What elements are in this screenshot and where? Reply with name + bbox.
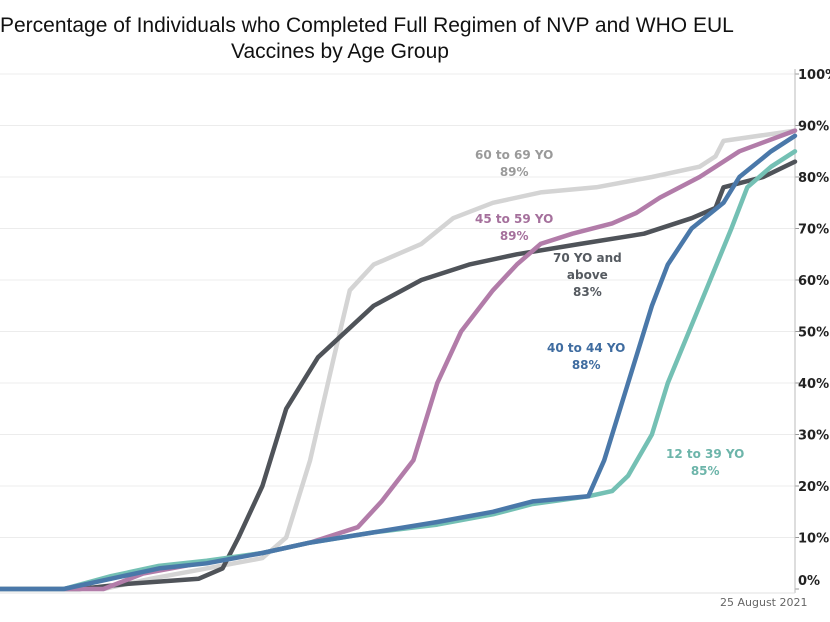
series-final-value: 85% bbox=[690, 464, 720, 478]
series-name: 45 to 59 YO bbox=[475, 212, 554, 226]
label-60-69: 60 to 69 YO 89% bbox=[475, 147, 553, 181]
chart-title-line-2: Vaccines by Age Group bbox=[231, 40, 449, 63]
y-tick-label: 80% bbox=[798, 171, 829, 186]
label-40-44: 40 to 44 YO 88% bbox=[547, 340, 625, 374]
label-45-59: 45 to 59 YO 89% bbox=[475, 211, 553, 245]
y-tick-label: 90% bbox=[798, 120, 829, 135]
series-final-value: 88% bbox=[571, 358, 601, 372]
y-tick-label: 40% bbox=[798, 377, 829, 392]
series-final-value: 89% bbox=[499, 229, 529, 243]
series-name-2: above bbox=[566, 268, 608, 282]
y-tick-label: 70% bbox=[798, 223, 829, 238]
y-tick-label: 60% bbox=[798, 274, 829, 289]
y-tick-label: 50% bbox=[798, 326, 829, 341]
y-tick-label: 20% bbox=[798, 480, 829, 495]
label-12-39: 12 to 39 YO 85% bbox=[666, 446, 744, 480]
label-70-above: 70 YO and above 83% bbox=[553, 250, 622, 301]
series-final-value: 89% bbox=[499, 165, 529, 179]
chart-title-line-1: Percentage of Individuals who Completed … bbox=[0, 14, 734, 37]
series-name: 60 to 69 YO bbox=[475, 148, 554, 162]
y-tick-label: 10% bbox=[798, 532, 829, 547]
y-tick-label: 0% bbox=[798, 574, 820, 589]
series-name: 40 to 44 YO bbox=[547, 341, 626, 355]
series-name: 12 to 39 YO bbox=[666, 447, 745, 461]
y-tick-label: 30% bbox=[798, 429, 829, 444]
series-final-value: 83% bbox=[573, 285, 602, 299]
series-line-70-yo-and-above bbox=[0, 159, 798, 592]
y-tick-label: 100% bbox=[798, 68, 830, 83]
series-line-60-to-69-yo bbox=[0, 128, 798, 592]
date-note: 25 August 2021 bbox=[720, 596, 808, 609]
series-line-12-to-39-yo bbox=[0, 149, 798, 592]
series-name: 70 YO and bbox=[553, 251, 622, 265]
series-line-40-to-44-yo bbox=[0, 133, 798, 592]
